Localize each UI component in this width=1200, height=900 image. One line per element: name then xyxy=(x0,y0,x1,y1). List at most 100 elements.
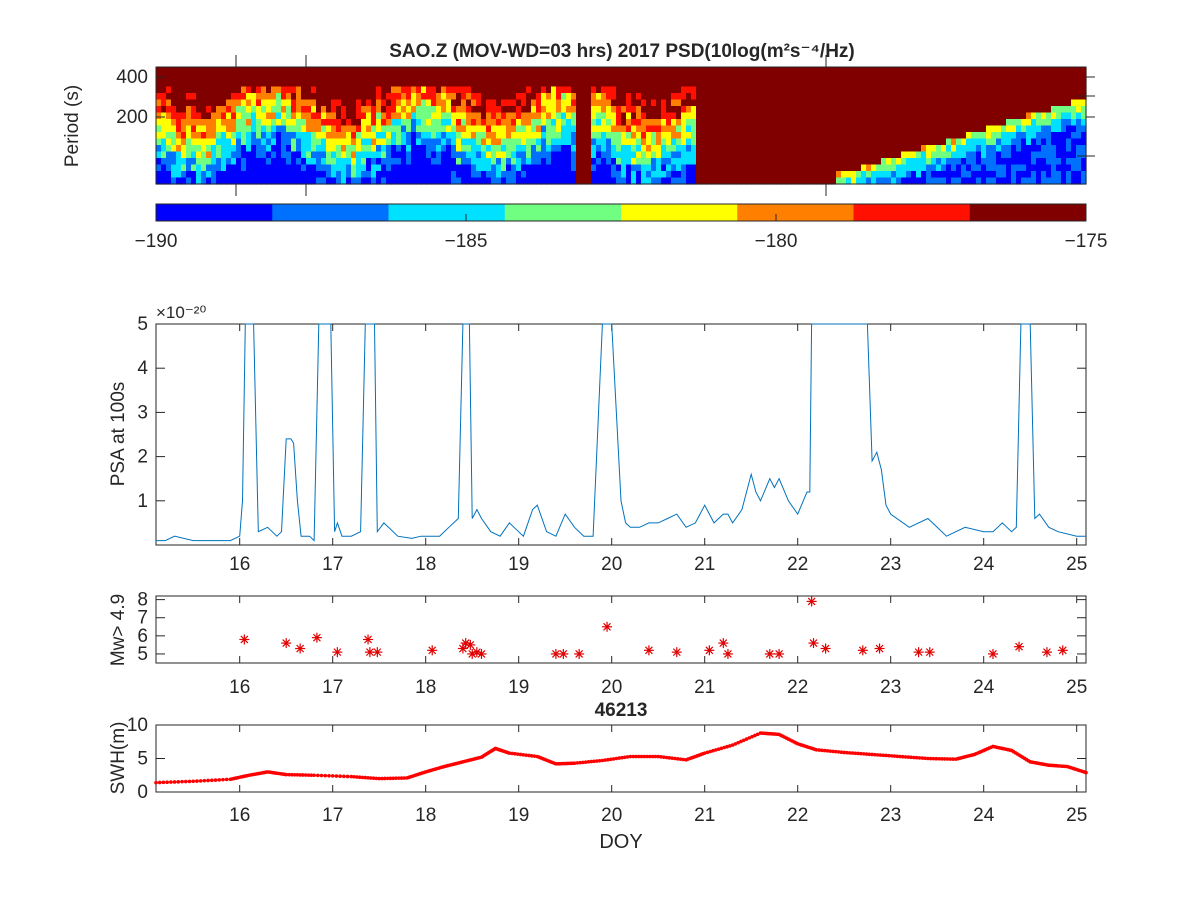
spectrogram-cell xyxy=(486,86,492,94)
marker-stroke xyxy=(809,639,818,648)
spectrogram-cell xyxy=(596,73,602,81)
spectrogram-cell xyxy=(671,171,677,179)
spectrogram-cell xyxy=(921,171,927,179)
spectrogram-cell xyxy=(741,177,747,185)
spectrogram-cell xyxy=(546,158,552,166)
spectrogram-cell xyxy=(191,125,197,133)
spectrogram-cell xyxy=(986,106,992,114)
spectrogram-cell xyxy=(991,86,997,94)
spectrogram-cell xyxy=(526,158,532,166)
spectrogram-cell xyxy=(841,158,847,166)
spectrogram-cell xyxy=(876,177,882,185)
swh-marker xyxy=(714,748,718,752)
spectrogram-cell xyxy=(681,151,687,159)
spectrogram-cell xyxy=(171,125,177,133)
spectrogram-cell xyxy=(721,106,727,114)
spectrogram-cell xyxy=(531,112,537,120)
spectrogram-cell xyxy=(1041,106,1047,114)
spectrogram-cell xyxy=(646,145,652,153)
spectrogram-cell xyxy=(686,80,692,88)
spectrogram-cell xyxy=(451,99,457,107)
spectrogram-cell xyxy=(621,164,627,172)
spectrogram-cell xyxy=(411,119,417,127)
spectrogram-cell xyxy=(286,164,292,172)
spectrogram-cell xyxy=(466,99,472,107)
spectrogram-cell xyxy=(821,151,827,159)
spectrogram-cell xyxy=(181,145,187,153)
spectrogram-cell xyxy=(176,99,182,107)
spectrogram-cell xyxy=(1006,106,1012,114)
spectrogram-cell xyxy=(1061,145,1067,153)
spectrogram-cell xyxy=(376,80,382,88)
spectrogram-cell xyxy=(686,67,692,75)
swh-marker xyxy=(875,753,880,757)
spectrogram-cell xyxy=(711,125,717,133)
spectrogram-cell xyxy=(661,177,667,185)
spectrogram-cell xyxy=(1061,86,1067,94)
spectrogram-cell xyxy=(936,177,942,185)
spectrogram-cell xyxy=(756,132,762,140)
spectrogram-cell xyxy=(466,171,472,179)
spectrogram-cell xyxy=(401,177,407,185)
spectrogram-cell xyxy=(776,177,782,185)
spectrogram-cell xyxy=(416,93,422,101)
spectrogram-cell xyxy=(1066,158,1072,166)
spectrogram-cell xyxy=(286,99,292,107)
spectrogram-cell xyxy=(1036,164,1042,172)
spectrogram-cell xyxy=(901,119,907,127)
spectrogram-cell xyxy=(766,67,772,75)
spectrogram-cell xyxy=(621,86,627,94)
spectrogram-cell xyxy=(646,112,652,120)
spectrogram-cell xyxy=(896,158,902,166)
spectrogram-cell xyxy=(516,99,522,107)
spectrogram-cell xyxy=(326,67,332,75)
spectrogram-cell xyxy=(641,164,647,172)
spectrogram-cell xyxy=(1041,132,1047,140)
spectrogram-cell xyxy=(411,151,417,159)
spectrogram-cell xyxy=(326,119,332,127)
spectrogram-cell xyxy=(886,93,892,101)
spectrogram-cell xyxy=(726,145,732,153)
spectrogram-cell xyxy=(541,164,547,172)
spectrogram-cell xyxy=(851,125,857,133)
spectrogram-cell xyxy=(826,158,832,166)
x-tick-label: 21 xyxy=(694,677,715,698)
spectrogram-cell xyxy=(836,99,842,107)
spectrogram-cell xyxy=(891,73,897,81)
spectrogram-cell xyxy=(446,132,452,140)
spectrogram-cell xyxy=(506,132,512,140)
spectrogram-cell xyxy=(441,151,447,159)
spectrogram-cell xyxy=(186,119,192,127)
spectrogram-cell xyxy=(236,106,242,114)
spectrogram-cell xyxy=(216,93,222,101)
spectrogram-cell xyxy=(256,125,262,133)
spectrogram-cell xyxy=(611,151,617,159)
spectrogram-cell xyxy=(341,99,347,107)
spectrogram-cell xyxy=(766,164,772,172)
spectrogram-cell xyxy=(951,86,957,94)
spectrogram-cell xyxy=(506,171,512,179)
spectrogram-cell xyxy=(676,158,682,166)
swh-marker xyxy=(342,774,346,779)
spectrogram-cell xyxy=(931,145,937,153)
spectrogram-cell xyxy=(266,112,272,120)
spectrogram-cell xyxy=(321,158,327,166)
spectrogram-cell xyxy=(611,99,617,107)
spectrogram-cell xyxy=(271,145,277,153)
spectrogram-cell xyxy=(266,106,272,114)
spectrogram-cell xyxy=(786,164,792,172)
spectrogram-cell xyxy=(716,93,722,101)
spectrogram-cell xyxy=(366,132,372,140)
spectrogram-cell xyxy=(261,80,267,88)
spectrogram-cell xyxy=(811,99,817,107)
spectrogram-cell xyxy=(571,164,577,172)
spectrogram-cell xyxy=(716,177,722,185)
spectrogram-cell xyxy=(361,145,367,153)
spectrogram-cell xyxy=(956,164,962,172)
spectrogram-cell xyxy=(1026,93,1032,101)
spectrogram-cell xyxy=(881,80,887,88)
spectrogram-cell xyxy=(451,151,457,159)
spectrogram-cell xyxy=(851,80,857,88)
earthquake-marker xyxy=(1014,641,1025,652)
spectrogram-cell xyxy=(761,99,767,107)
